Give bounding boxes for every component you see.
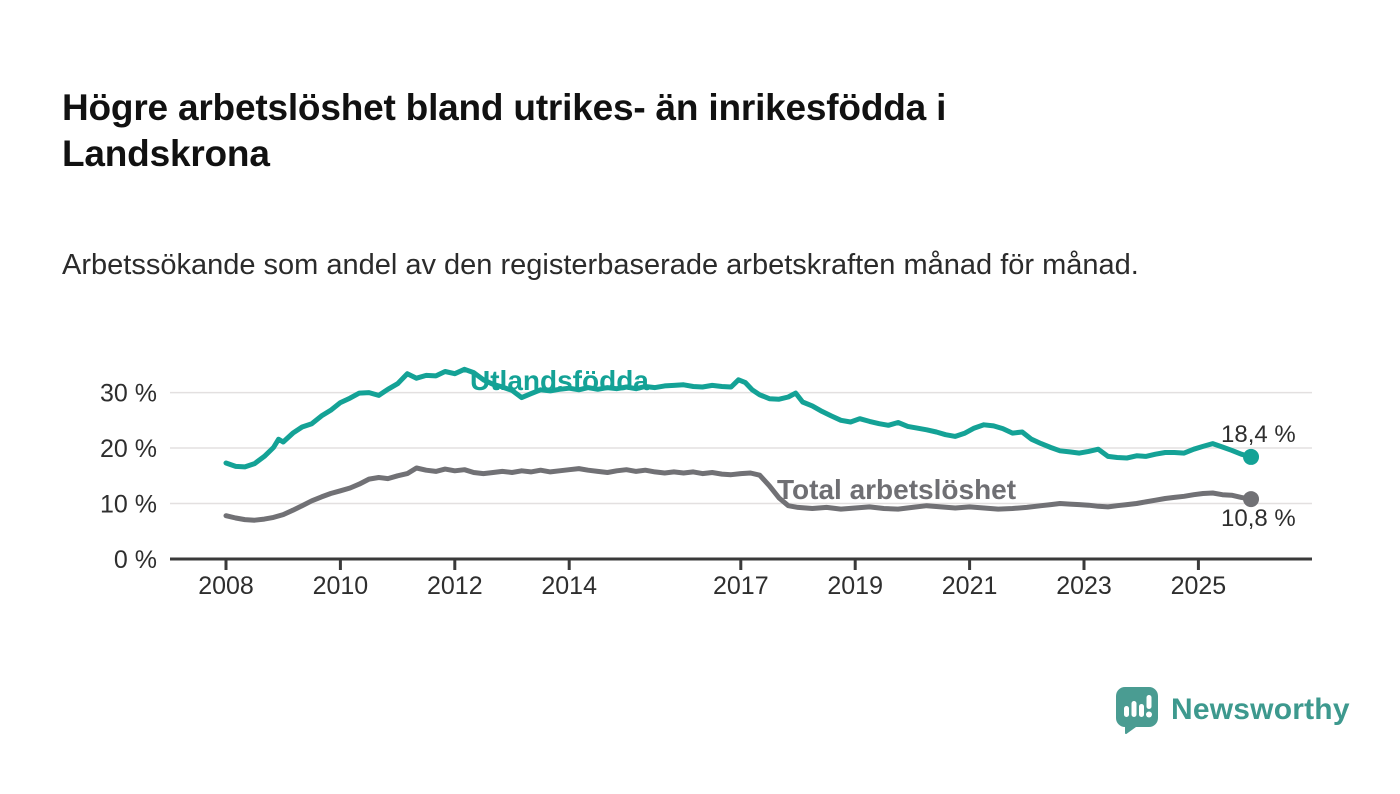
y-tick-label: 10 % [100, 491, 157, 519]
y-tick-label: 0 % [114, 546, 157, 574]
end-value-label-utlandsfodda: 18,4 % [1221, 421, 1296, 448]
x-tick-label: 2019 [827, 572, 883, 600]
x-tick-label: 2010 [313, 572, 369, 600]
newsworthy-logo-icon [1116, 687, 1158, 734]
series-end-dot-0 [1243, 448, 1260, 465]
chart-title: Högre arbetslöshet bland utrikes- än inr… [62, 86, 947, 175]
series-end-dot-1 [1243, 491, 1260, 508]
end-value-label-total: 10,8 % [1221, 505, 1296, 532]
x-tick-label: 2014 [541, 572, 597, 600]
series-label-utlandsfodda: Utlandsfödda [470, 365, 649, 396]
y-tick-label: 30 % [100, 380, 157, 408]
x-tick-label: 2021 [942, 572, 998, 600]
x-tick-label: 2008 [198, 572, 254, 600]
x-tick-label: 2017 [713, 572, 769, 600]
brand-footer: Newsworthy [1115, 686, 1350, 734]
series-line-0 [223, 366, 1254, 470]
x-tick-label: 2025 [1171, 572, 1227, 600]
series-line-1 [223, 465, 1254, 523]
series-label-total-arbetsloshet: Total arbetslöshet [777, 474, 1017, 505]
brand-name: Newsworthy [1171, 693, 1350, 726]
y-tick-label: 20 % [100, 435, 157, 463]
chart-subtitle: Arbetssökande som andel av den registerb… [62, 249, 1139, 281]
x-tick-label: 2012 [427, 572, 483, 600]
x-tick-label: 2023 [1056, 572, 1112, 600]
